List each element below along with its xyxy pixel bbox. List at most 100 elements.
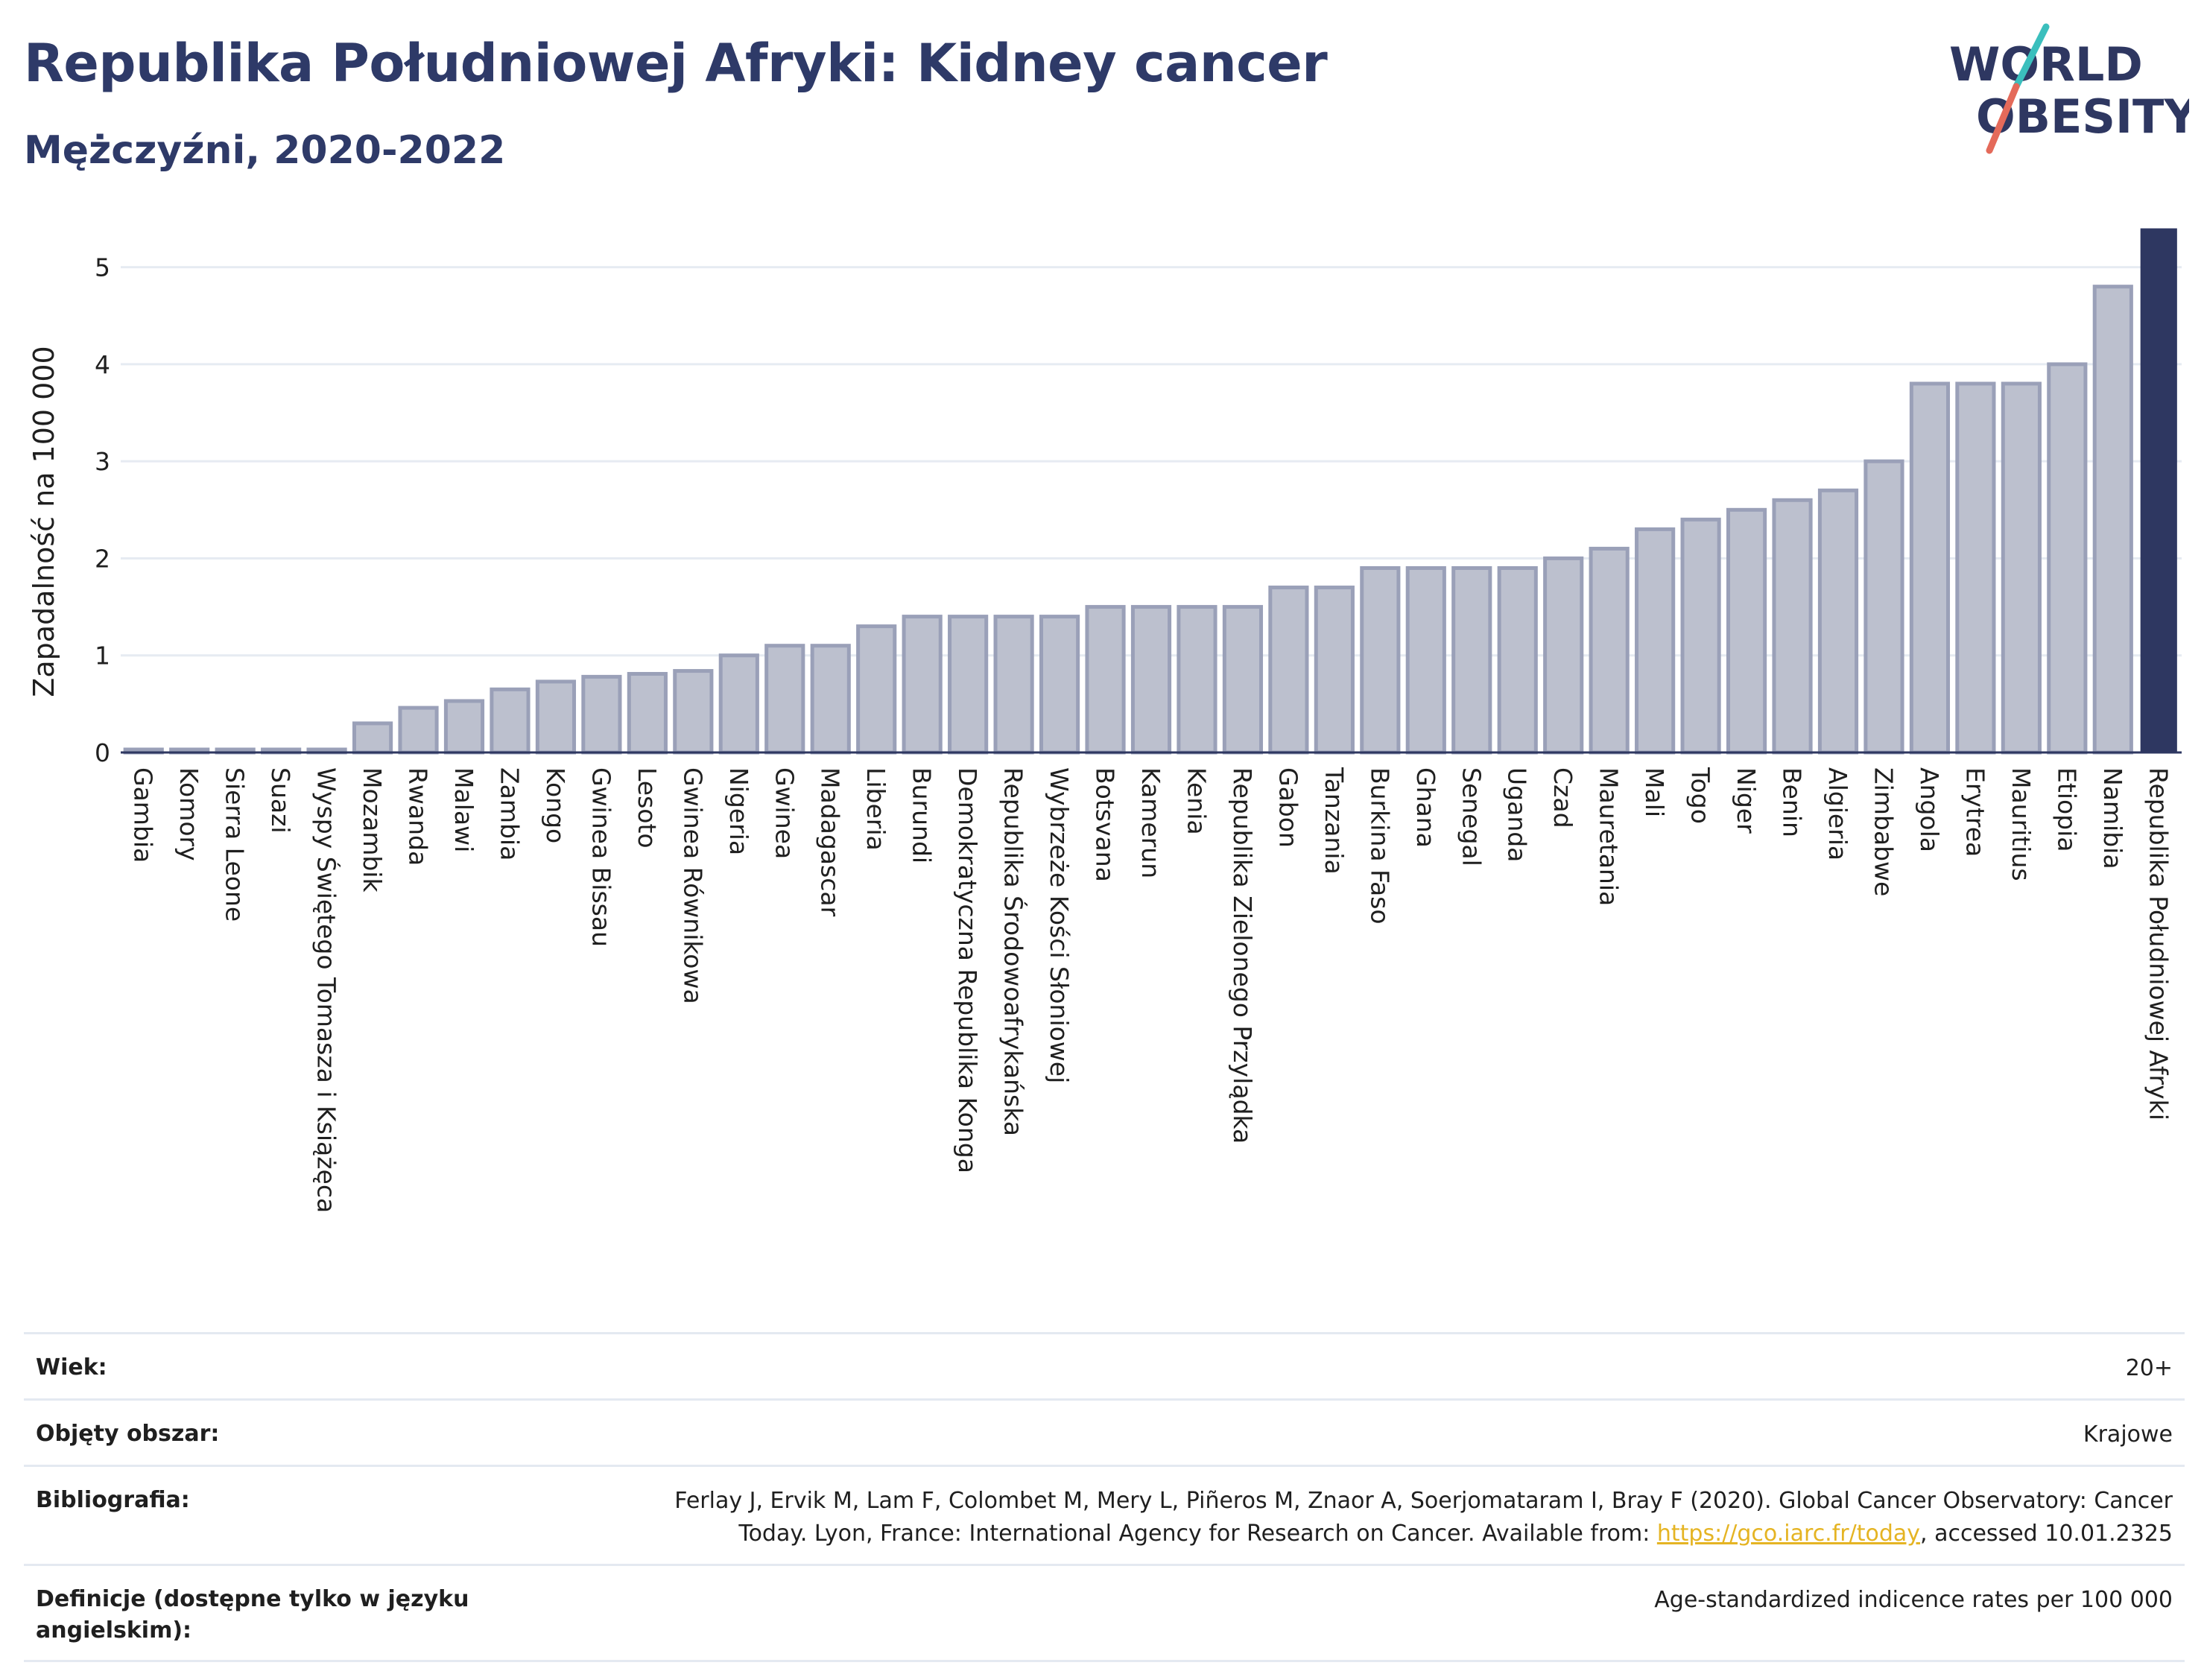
x-tick-label: Tanzania [1320,767,1349,875]
bar [1772,498,1813,755]
meta-value-age: 20+ [2125,1355,2173,1381]
bar [1955,381,1996,755]
bar [490,687,531,755]
bar [1635,527,1676,755]
meta-row-definitions: Definicje (dostępne tylko w języku angie… [24,1564,2185,1662]
x-tick-label: Wyspy Świętego Tomasza i Książęca [312,767,342,1213]
bar [1039,615,1080,755]
y-tick-label: 3 [95,447,110,476]
bar [718,653,759,755]
meta-row-age: Wiek: 20+ [24,1332,2185,1398]
x-tick-label: Gwinea Równikowa [678,767,707,1004]
x-tick-label: Gabon [1273,767,1302,848]
x-tick-label: Madagascar [816,767,845,917]
y-axis-title: Zapadalność na 100 000 [28,346,60,697]
bar [352,721,393,755]
bar [2047,362,2088,755]
y-tick-label: 5 [95,253,110,282]
bar [1130,605,1172,755]
x-tick-label: Angola [1915,767,1944,852]
bar [1360,565,1401,755]
bar [1497,565,1538,755]
bar [1451,565,1492,755]
meta-label-area: Objęty obszar: [36,1421,220,1447]
bar [1543,556,1584,755]
x-tick-label: Czad [1548,767,1577,828]
bar-chart: 0 1 2 3 4 5 Zapadalność na 100 000 Gambia Komory… [28,228,2182,1213]
logo-word-world: WORLD [1949,37,2143,92]
bibliography-link[interactable]: https://gco.iarc.fr/today [1656,1521,1921,1547]
meta-value-bibliography: Ferlay J, Ervik M, Lam F, Colombet M, Me… [674,1485,2173,1550]
bar [856,624,897,755]
bar [948,615,989,755]
meta-label-bibliography: Bibliografia: [36,1487,190,1513]
x-tick-label: Namibia [2098,767,2127,869]
x-tick-label: Wybrzeże Kości Słoniowej [1045,767,1074,1083]
bar [627,671,668,755]
bar [673,669,714,755]
x-tick-label: Ghana [1411,767,1440,848]
x-tick-label: Gwinea Bissau [586,767,615,947]
x-tick-label: Republika Środowoafrykańska [999,767,1029,1136]
x-tick-label: Uganda [1503,767,1532,862]
bar [1268,586,1309,755]
bar [1405,565,1446,755]
bar [2001,381,2042,755]
x-tick-label: Nigeria [724,767,753,855]
x-tick-label: Togo [1686,767,1715,824]
x-tick-label: Niger [1732,767,1761,834]
bar [902,615,943,755]
bar [1177,605,1217,755]
bar [993,615,1034,755]
x-tick-label: Komory [174,767,203,861]
x-tick-label: Lesoto [633,767,662,849]
bar [1314,586,1355,755]
x-tick-label: Republika Południowej Afryki [2144,767,2173,1120]
x-tick-label: Suazi [266,767,295,834]
bar [1863,459,1904,755]
y-tick-label: 0 [95,738,110,767]
x-tick-label: Mauritius [2007,767,2036,881]
bibliography-line2-pre: Today. Lyon, France: International Agenc… [738,1521,1657,1547]
x-tick-label: Zimbabwe [1869,767,1898,896]
meta-value-area: Krajowe [2083,1421,2173,1448]
bibliography-line2-post: , accessed 10.01.2325 [1920,1521,2173,1547]
x-tick-label: Sierra Leone [221,767,250,922]
bar [1589,546,1630,755]
bar [1085,605,1126,755]
x-tick-label: Kongo [541,767,570,843]
y-tick-label: 2 [95,544,110,573]
bar [2092,285,2133,755]
x-tick-label: Burkina Faso [1365,767,1394,925]
bar [443,699,485,755]
meta-label-age: Wiek: [36,1354,107,1381]
meta-row-area: Objęty obszar: Krajowe [24,1398,2185,1465]
y-tick-label: 1 [95,641,110,671]
page-subtitle: Mężczyźni, 2020-2022 [24,128,506,173]
x-tick-label: Kamerun [1136,767,1165,878]
x-tick-label: Senegal [1457,767,1486,866]
world-obesity-logo: WORLD OBESITY [1949,23,2189,154]
x-tick-label: Algieria [1823,767,1852,860]
meta-label-definitions: Definicje (dostępne tylko w języku angie… [36,1586,469,1643]
meta-value-definitions: Age-standardized indicence rates per 100… [1654,1587,2173,1613]
bar [2140,228,2177,752]
bar [1817,488,1859,755]
bar [764,644,805,755]
x-tick-label: Mozambik [358,767,387,893]
x-tick-label: Demokratyczna Republika Konga [953,767,982,1173]
metadata-table: Wiek: 20+ Objęty obszar: Krajowe Bibliog… [24,1332,2185,1662]
bar [1726,507,1767,755]
bar [1680,517,1721,755]
bar [581,674,622,755]
x-tick-label: Benin [1778,767,1807,837]
x-tick-label: Mali [1640,767,1669,817]
logo-slash-teal [2013,23,2050,90]
x-tick-label: Gambia [129,767,158,863]
bar [535,679,577,755]
bar [1222,605,1264,755]
x-tick-label: Burundi [908,767,937,863]
x-tick-label: Botsvana [1091,767,1120,882]
x-tick-label: Kenia [1182,767,1211,835]
bar [398,706,439,755]
